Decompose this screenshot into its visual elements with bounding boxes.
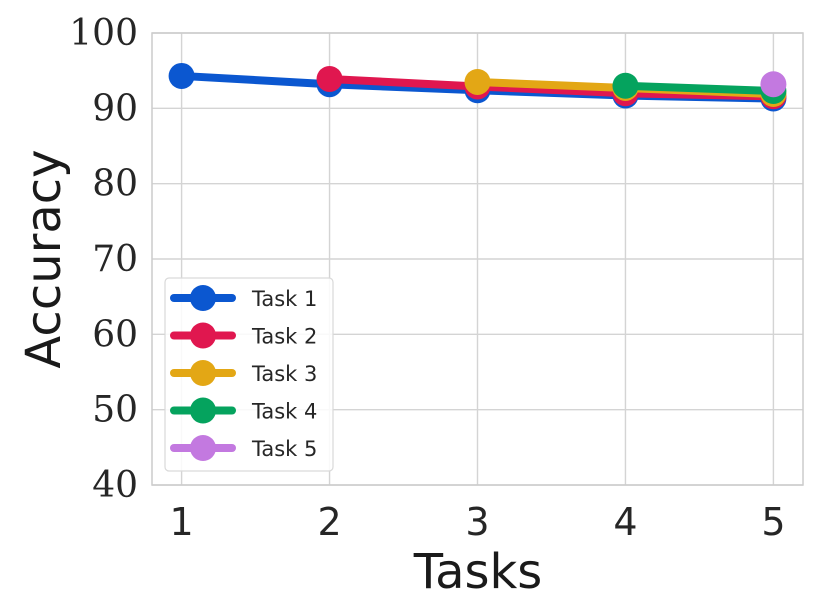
y-tick-label: 50 — [92, 390, 138, 431]
legend-item: Task 5 — [170, 435, 317, 461]
legend-label: Task 3 — [251, 362, 317, 386]
legend-item: Task 4 — [170, 397, 317, 424]
x-tick-label: 5 — [761, 500, 785, 544]
series-line — [621, 81, 778, 96]
y-tick-label: 70 — [92, 239, 138, 280]
legend-swatch-marker — [190, 322, 216, 349]
legend-swatch-marker — [190, 435, 216, 461]
x-tick-label: 2 — [317, 500, 341, 544]
y-tick-label: 80 — [92, 164, 138, 205]
data-point — [316, 65, 343, 92]
plot-frame — [151, 32, 804, 486]
legend-label: Task 4 — [251, 400, 317, 424]
x-tick-label: 3 — [465, 500, 489, 544]
legend-swatch-marker — [190, 285, 216, 311]
x-tick-label: 4 — [613, 500, 637, 544]
legend-swatch-marker — [190, 397, 216, 424]
legend-label: Task 5 — [251, 437, 317, 461]
data-point — [612, 72, 639, 99]
series-lines — [168, 62, 787, 112]
legend-label: Task 2 — [251, 325, 317, 349]
legend: Task 1 Task 2 Task 3 Task 4 Task 5 — [164, 277, 334, 472]
y-tick-labels: 40 50 60 70 80 90 100 — [69, 13, 138, 506]
legend-label: Task 1 — [251, 287, 317, 311]
legend-item: Task 1 — [170, 285, 317, 311]
legend-item: Task 2 — [170, 322, 317, 349]
x-tick-labels: 1 2 3 4 5 — [169, 500, 785, 544]
legend-item: Task 3 — [170, 360, 317, 386]
data-point — [760, 71, 787, 98]
x-axis-label: Tasks — [413, 544, 543, 600]
data-point — [464, 68, 491, 95]
series-task-5 — [760, 71, 787, 98]
y-tick-label: 90 — [92, 88, 138, 129]
y-axis-label: Accuracy — [16, 149, 72, 368]
y-tick-label: 60 — [92, 314, 138, 355]
y-tick-label: 100 — [69, 13, 138, 54]
legend-swatch-marker — [190, 360, 216, 386]
data-point — [168, 62, 195, 89]
y-tick-label: 40 — [92, 465, 138, 506]
x-tick-label: 1 — [169, 500, 193, 544]
